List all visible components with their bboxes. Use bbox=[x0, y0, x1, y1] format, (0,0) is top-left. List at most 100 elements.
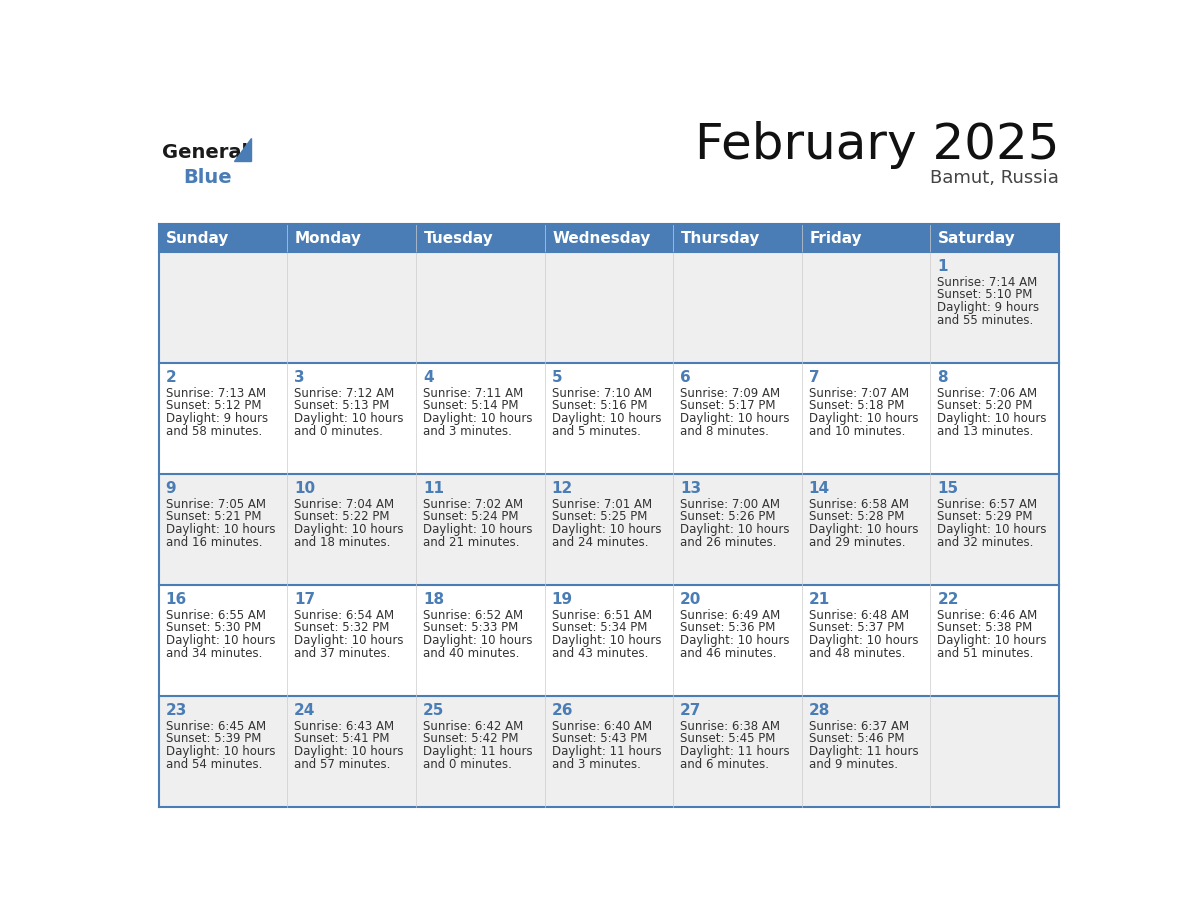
Text: and 26 minutes.: and 26 minutes. bbox=[681, 536, 777, 549]
Text: Daylight: 10 hours: Daylight: 10 hours bbox=[423, 412, 532, 425]
Text: Sunset: 5:30 PM: Sunset: 5:30 PM bbox=[165, 621, 261, 634]
Text: February 2025: February 2025 bbox=[695, 121, 1060, 169]
Text: Sunrise: 6:58 AM: Sunrise: 6:58 AM bbox=[809, 498, 909, 510]
Text: 8: 8 bbox=[937, 370, 948, 386]
Text: and 32 minutes.: and 32 minutes. bbox=[937, 536, 1034, 549]
Text: 21: 21 bbox=[809, 592, 830, 607]
Text: 11: 11 bbox=[423, 481, 444, 496]
Text: Sunrise: 6:48 AM: Sunrise: 6:48 AM bbox=[809, 609, 909, 621]
Text: and 6 minutes.: and 6 minutes. bbox=[681, 757, 769, 770]
Text: 22: 22 bbox=[937, 592, 959, 607]
Text: 27: 27 bbox=[681, 703, 702, 718]
Text: Daylight: 10 hours: Daylight: 10 hours bbox=[551, 412, 661, 425]
Text: Sunset: 5:14 PM: Sunset: 5:14 PM bbox=[423, 399, 518, 412]
Text: Sunday: Sunday bbox=[166, 230, 229, 246]
Text: Sunrise: 7:04 AM: Sunrise: 7:04 AM bbox=[295, 498, 394, 510]
Text: Monday: Monday bbox=[295, 230, 362, 246]
Text: Sunrise: 6:49 AM: Sunrise: 6:49 AM bbox=[681, 609, 781, 621]
Text: Sunrise: 6:45 AM: Sunrise: 6:45 AM bbox=[165, 720, 266, 733]
Text: Sunrise: 6:42 AM: Sunrise: 6:42 AM bbox=[423, 720, 523, 733]
Text: 18: 18 bbox=[423, 592, 444, 607]
Text: and 3 minutes.: and 3 minutes. bbox=[551, 757, 640, 770]
Text: 4: 4 bbox=[423, 370, 434, 386]
Text: Sunrise: 7:12 AM: Sunrise: 7:12 AM bbox=[295, 386, 394, 399]
Text: and 29 minutes.: and 29 minutes. bbox=[809, 536, 905, 549]
Bar bbox=[544, 224, 674, 252]
Text: 16: 16 bbox=[165, 592, 187, 607]
Text: Sunset: 5:20 PM: Sunset: 5:20 PM bbox=[937, 399, 1032, 412]
Text: General: General bbox=[162, 143, 248, 162]
Text: Sunset: 5:18 PM: Sunset: 5:18 PM bbox=[809, 399, 904, 412]
Text: Daylight: 10 hours: Daylight: 10 hours bbox=[551, 634, 661, 647]
Text: Sunrise: 7:10 AM: Sunrise: 7:10 AM bbox=[551, 386, 652, 399]
Text: Sunrise: 7:09 AM: Sunrise: 7:09 AM bbox=[681, 386, 781, 399]
Bar bbox=[674, 224, 802, 252]
Text: Daylight: 10 hours: Daylight: 10 hours bbox=[165, 634, 276, 647]
Bar bbox=[158, 252, 1060, 364]
Text: Sunset: 5:41 PM: Sunset: 5:41 PM bbox=[295, 733, 390, 745]
Text: Saturday: Saturday bbox=[939, 230, 1016, 246]
Text: 7: 7 bbox=[809, 370, 820, 386]
Text: and 5 minutes.: and 5 minutes. bbox=[551, 425, 640, 438]
Text: Daylight: 10 hours: Daylight: 10 hours bbox=[681, 412, 790, 425]
Text: Sunset: 5:12 PM: Sunset: 5:12 PM bbox=[165, 399, 261, 412]
Text: Sunrise: 7:13 AM: Sunrise: 7:13 AM bbox=[165, 386, 266, 399]
Bar bbox=[158, 224, 287, 252]
Text: and 46 minutes.: and 46 minutes. bbox=[681, 646, 777, 660]
Text: Daylight: 10 hours: Daylight: 10 hours bbox=[681, 523, 790, 536]
Text: Sunset: 5:25 PM: Sunset: 5:25 PM bbox=[551, 510, 647, 523]
Text: Daylight: 10 hours: Daylight: 10 hours bbox=[295, 523, 404, 536]
Bar bbox=[158, 474, 1060, 585]
Text: Daylight: 9 hours: Daylight: 9 hours bbox=[937, 301, 1040, 314]
Text: Daylight: 10 hours: Daylight: 10 hours bbox=[937, 412, 1047, 425]
Text: Sunset: 5:22 PM: Sunset: 5:22 PM bbox=[295, 510, 390, 523]
Text: 1: 1 bbox=[937, 259, 948, 274]
Bar bbox=[287, 224, 416, 252]
Polygon shape bbox=[234, 138, 251, 161]
Text: Sunset: 5:21 PM: Sunset: 5:21 PM bbox=[165, 510, 261, 523]
Text: 5: 5 bbox=[551, 370, 562, 386]
Text: Sunrise: 6:40 AM: Sunrise: 6:40 AM bbox=[551, 720, 652, 733]
Text: Daylight: 10 hours: Daylight: 10 hours bbox=[423, 634, 532, 647]
Text: Sunrise: 6:51 AM: Sunrise: 6:51 AM bbox=[551, 609, 652, 621]
Text: Sunset: 5:45 PM: Sunset: 5:45 PM bbox=[681, 733, 776, 745]
Text: Sunset: 5:46 PM: Sunset: 5:46 PM bbox=[809, 733, 904, 745]
Text: Sunset: 5:36 PM: Sunset: 5:36 PM bbox=[681, 621, 776, 634]
Text: Sunset: 5:28 PM: Sunset: 5:28 PM bbox=[809, 510, 904, 523]
Text: Sunrise: 7:01 AM: Sunrise: 7:01 AM bbox=[551, 498, 652, 510]
Text: Sunset: 5:17 PM: Sunset: 5:17 PM bbox=[681, 399, 776, 412]
Text: Daylight: 10 hours: Daylight: 10 hours bbox=[295, 412, 404, 425]
Text: 26: 26 bbox=[551, 703, 573, 718]
Text: Sunset: 5:38 PM: Sunset: 5:38 PM bbox=[937, 621, 1032, 634]
Text: Daylight: 10 hours: Daylight: 10 hours bbox=[551, 523, 661, 536]
Text: Daylight: 11 hours: Daylight: 11 hours bbox=[681, 744, 790, 758]
Text: Sunset: 5:26 PM: Sunset: 5:26 PM bbox=[681, 510, 776, 523]
Text: Daylight: 10 hours: Daylight: 10 hours bbox=[165, 523, 276, 536]
Text: and 55 minutes.: and 55 minutes. bbox=[937, 314, 1034, 327]
Text: 14: 14 bbox=[809, 481, 830, 496]
Text: and 57 minutes.: and 57 minutes. bbox=[295, 757, 391, 770]
Bar bbox=[158, 585, 1060, 696]
Text: and 24 minutes.: and 24 minutes. bbox=[551, 536, 647, 549]
Text: Daylight: 10 hours: Daylight: 10 hours bbox=[809, 634, 918, 647]
Text: 19: 19 bbox=[551, 592, 573, 607]
Text: Daylight: 10 hours: Daylight: 10 hours bbox=[681, 634, 790, 647]
Text: Daylight: 11 hours: Daylight: 11 hours bbox=[551, 744, 662, 758]
Text: Sunset: 5:39 PM: Sunset: 5:39 PM bbox=[165, 733, 261, 745]
Text: Sunrise: 6:46 AM: Sunrise: 6:46 AM bbox=[937, 609, 1037, 621]
Text: Sunrise: 6:57 AM: Sunrise: 6:57 AM bbox=[937, 498, 1037, 510]
Text: Daylight: 10 hours: Daylight: 10 hours bbox=[295, 634, 404, 647]
Text: and 43 minutes.: and 43 minutes. bbox=[551, 646, 647, 660]
Text: Sunrise: 6:52 AM: Sunrise: 6:52 AM bbox=[423, 609, 523, 621]
Text: Sunset: 5:33 PM: Sunset: 5:33 PM bbox=[423, 621, 518, 634]
Bar bbox=[416, 224, 544, 252]
Bar bbox=[930, 224, 1060, 252]
Text: Daylight: 10 hours: Daylight: 10 hours bbox=[295, 744, 404, 758]
Text: Sunset: 5:10 PM: Sunset: 5:10 PM bbox=[937, 288, 1032, 301]
Text: Sunrise: 6:38 AM: Sunrise: 6:38 AM bbox=[681, 720, 781, 733]
Text: Sunrise: 7:00 AM: Sunrise: 7:00 AM bbox=[681, 498, 781, 510]
Text: Friday: Friday bbox=[809, 230, 862, 246]
Text: Sunset: 5:24 PM: Sunset: 5:24 PM bbox=[423, 510, 518, 523]
Text: Daylight: 10 hours: Daylight: 10 hours bbox=[809, 523, 918, 536]
Text: and 8 minutes.: and 8 minutes. bbox=[681, 425, 769, 438]
